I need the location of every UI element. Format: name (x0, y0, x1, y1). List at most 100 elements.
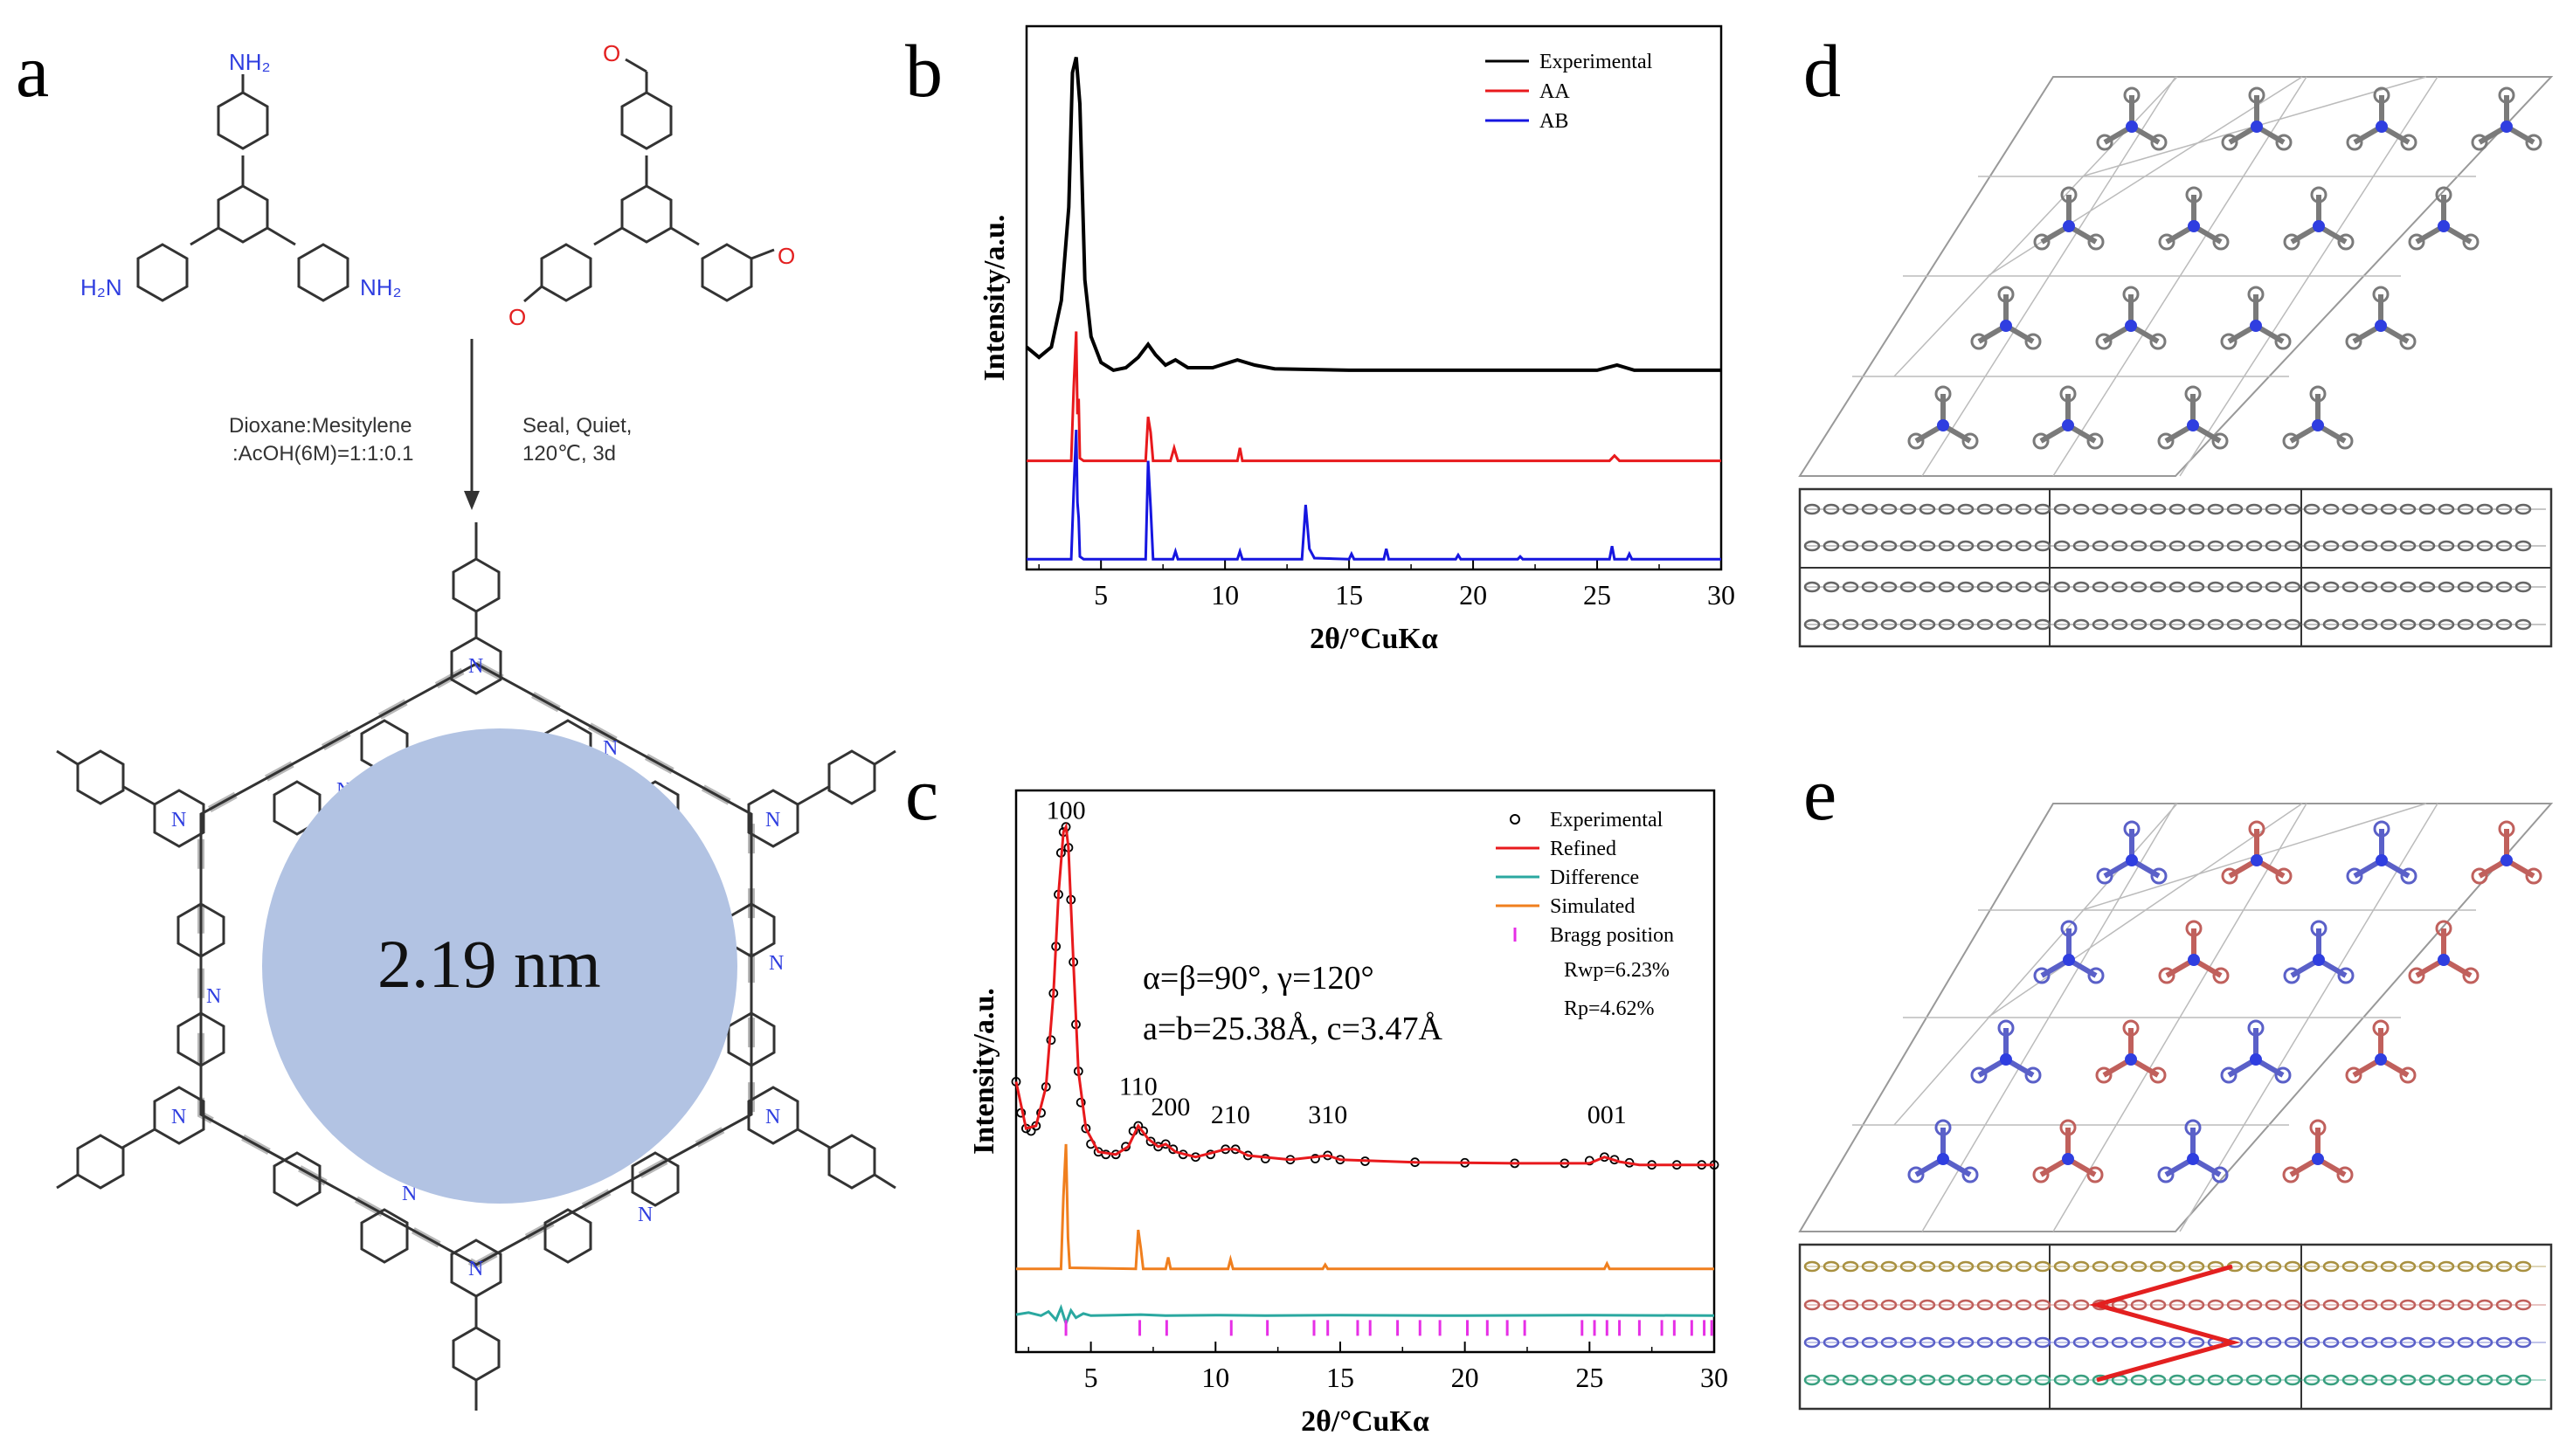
framework-ring (2336, 432, 2354, 450)
framework-core (2125, 320, 2137, 332)
peak-label: 210 (1211, 1101, 1250, 1129)
framework-node (2032, 1119, 2104, 1183)
framework-core (2376, 854, 2388, 866)
framework-ring (2086, 432, 2104, 450)
framework-node (2095, 286, 2167, 350)
panel-a: a NH₂ H₂N NH₂ O (16, 29, 896, 1411)
experimental-point (1145, 1136, 1156, 1147)
series-line-ab (1027, 430, 1721, 561)
rwp-label: Rwp=6.23% (1564, 959, 1670, 982)
framework-ring (2033, 233, 2051, 251)
framework-core (2187, 419, 2199, 431)
framework-core (2188, 954, 2200, 966)
framework-ring (2471, 867, 2488, 885)
framework-ring (2096, 867, 2113, 885)
x-tick-label: 15 (1335, 579, 1363, 611)
framework-core (2500, 121, 2513, 133)
framework-ring (2248, 86, 2265, 104)
series-line-aa (1027, 331, 1721, 463)
framework-ring (1997, 286, 2015, 303)
framework-core (2251, 121, 2263, 133)
framework-ring (2462, 233, 2480, 251)
aa-stacking-top-view (1798, 76, 2554, 477)
framework-ring (2122, 286, 2140, 303)
series-line-experimental (1025, 57, 1721, 373)
panel-letter-a: a (16, 29, 49, 113)
framework-ring (2059, 1119, 2077, 1136)
framework-core (1937, 419, 1949, 431)
framework-ring (2248, 820, 2265, 838)
framework-ring (2220, 1066, 2238, 1084)
x-tick-label: 5 (1084, 1362, 1098, 1393)
framework-core (2250, 1053, 2262, 1066)
aldehyde-o-left: O (508, 304, 526, 330)
framework-ring (2095, 333, 2113, 350)
framework-ring (2309, 385, 2327, 403)
x-axis-label: 2θ/°CuKα (1301, 1405, 1429, 1438)
framework-ring (2372, 286, 2390, 303)
pore-size-label: 2.19 nm (377, 926, 601, 1002)
framework-ring (2157, 432, 2175, 450)
framework-ring (2122, 1019, 2140, 1037)
framework-ring (2275, 867, 2293, 885)
framework-ring (1997, 1019, 2015, 1037)
framework-node (2157, 385, 2229, 450)
x-tick-label: 25 (1583, 579, 1611, 611)
panel-letter-b: b (905, 29, 943, 113)
condition-right-line2: 120℃, 3d (522, 442, 616, 466)
framework-ring (2184, 1119, 2202, 1136)
framework-core (2250, 320, 2262, 332)
panel-d: d (1798, 29, 2554, 648)
framework-node (2033, 186, 2105, 251)
framework-node (2346, 86, 2417, 151)
peak-label: 110 (1119, 1072, 1158, 1101)
framework-ring (2337, 233, 2355, 251)
framework-core (2187, 1153, 2199, 1165)
framework-ring (2337, 967, 2355, 984)
triazine-n-label: N (171, 1106, 186, 1128)
x-tick-label: 15 (1326, 1362, 1354, 1393)
peak-label: 200 (1151, 1093, 1190, 1121)
framework-node (2158, 186, 2230, 251)
framework-node (2096, 820, 2168, 885)
framework-ring (2060, 920, 2078, 937)
framework-ring (1907, 1166, 1925, 1183)
legend-label: Experimental (1550, 809, 1663, 832)
framework-node (1907, 385, 1979, 450)
framework-ring (2462, 967, 2480, 984)
amine-right-label: NH₂ (360, 274, 402, 300)
aldehyde-o-top: O (603, 40, 620, 66)
framework-ring (2282, 432, 2300, 450)
framework-ring (2274, 333, 2292, 350)
condition-right-line1: Seal, Quiet, (522, 414, 632, 438)
framework-core (2438, 220, 2450, 232)
framework-ring (1907, 432, 1925, 450)
peak-label: 100 (1047, 797, 1086, 825)
framework-ring (2373, 86, 2390, 104)
cof-hexagonal-pore (56, 522, 896, 1411)
framework-core (2251, 854, 2263, 866)
framework-ring (2060, 186, 2078, 204)
x-tick-label: 20 (1459, 579, 1487, 611)
y-axis-label: Intensity/a.u. (968, 988, 1000, 1155)
ab-stacking-top-view (1798, 803, 2554, 1232)
framework-ring (2059, 385, 2077, 403)
lattice-angles-label: α=β=90°, γ=120° (1143, 960, 1374, 997)
framework-ring (2408, 967, 2425, 984)
framework-core (2312, 1153, 2324, 1165)
framework-ring (1970, 333, 1988, 350)
x-tick-label: 10 (1201, 1362, 1229, 1393)
framework-node (1907, 1119, 1979, 1183)
framework-node (2220, 286, 2292, 350)
framework-node (2282, 1119, 2354, 1183)
x-tick-label: 5 (1094, 579, 1108, 611)
legend-marker (1510, 814, 1520, 825)
panel-letter-c: c (905, 752, 938, 836)
framework-core (2062, 1153, 2074, 1165)
framework-ring (2158, 233, 2175, 251)
framework-ring (2310, 920, 2327, 937)
x-tick-label: 25 (1575, 1362, 1603, 1393)
plot-frame (1025, 24, 1723, 571)
series-line-difference (1015, 1304, 1715, 1328)
framework-ring (2408, 233, 2425, 251)
